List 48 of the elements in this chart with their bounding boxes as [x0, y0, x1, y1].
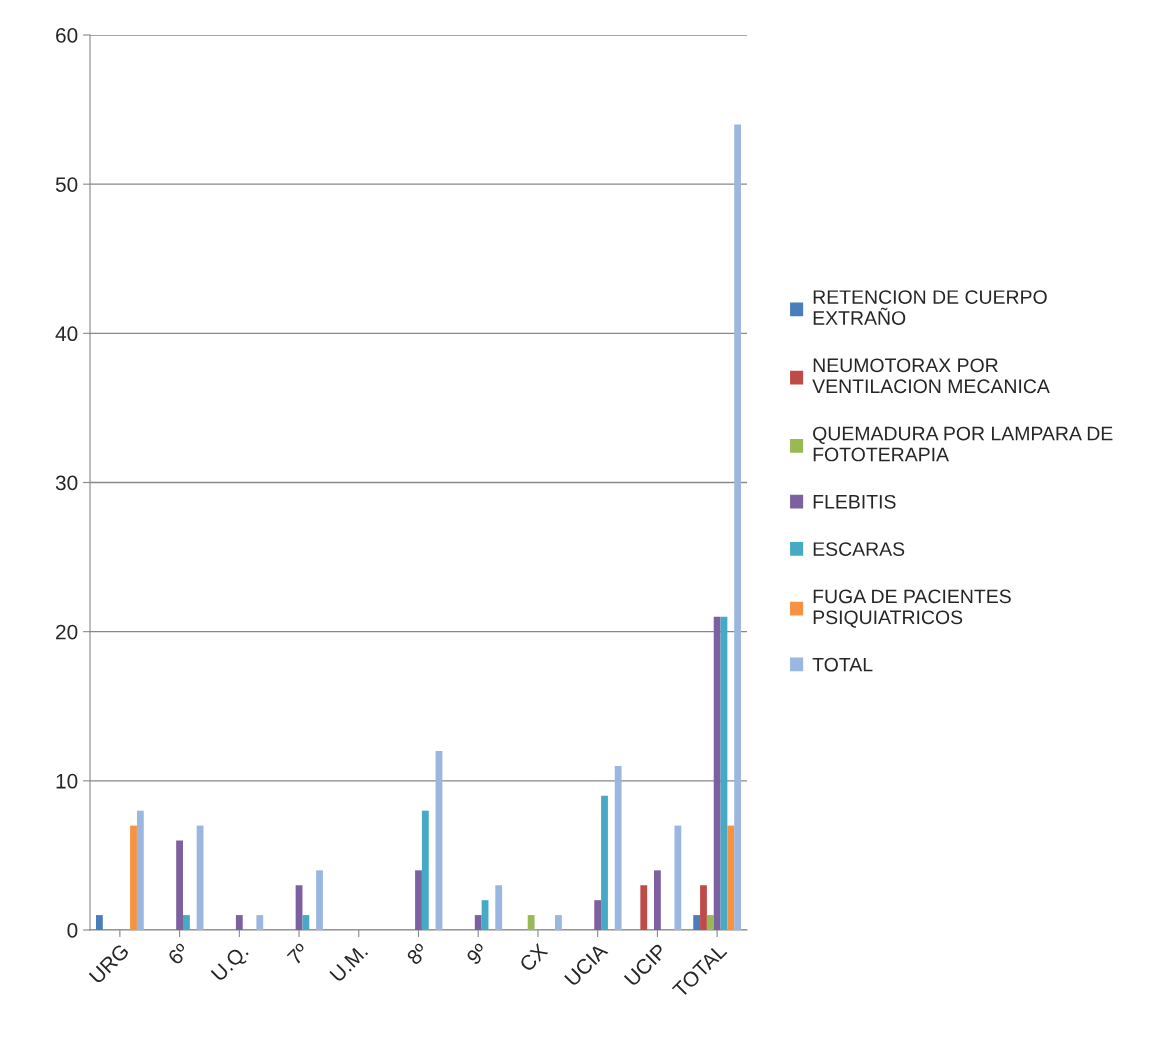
- bar: [527, 915, 535, 930]
- bar: [183, 915, 190, 930]
- bar: [700, 885, 707, 930]
- bar: [614, 765, 622, 930]
- bar: [256, 915, 264, 930]
- legend-label: TOTAL: [812, 657, 873, 672]
- x-tick-label: 7º: [286, 942, 310, 966]
- y-tick-label: 50: [55, 177, 78, 192]
- x-tick-label: 6º: [167, 942, 191, 966]
- legend-label: QUEMADURA POR LAMPARA DE FOTOTERAPIA: [813, 426, 1113, 462]
- bar: [727, 825, 735, 930]
- y-tick-label: 60: [56, 28, 78, 43]
- legend-label: ESCARAS: [813, 542, 905, 556]
- bar: [95, 915, 103, 930]
- bar: [316, 870, 323, 930]
- y-tick-label: 10: [56, 773, 78, 789]
- bar: [130, 825, 137, 930]
- bar: [555, 915, 562, 930]
- x-tick-label: 8º: [405, 942, 430, 966]
- bar: [640, 885, 648, 930]
- bar: [706, 915, 714, 930]
- bar: [654, 870, 661, 930]
- bar: [474, 915, 482, 930]
- bar: [495, 885, 503, 930]
- bar: [302, 915, 310, 930]
- bar: [421, 810, 429, 930]
- y-tick-label: 40: [55, 326, 78, 342]
- bar: [594, 900, 602, 930]
- bar: [674, 825, 682, 930]
- bar: [415, 870, 422, 930]
- legend-label: RETENCION DE CUERPO EXTRAÑO: [813, 290, 1047, 325]
- bar: [734, 124, 742, 930]
- x-tick-label: U.Q.: [210, 943, 252, 985]
- legend-label: NEUMOTORAX POR VENTILACION MECANICA: [812, 358, 1050, 394]
- bar: [235, 915, 243, 930]
- y-tick-label: 30: [55, 475, 78, 491]
- y-tick-label: 0: [67, 923, 78, 938]
- legend-label: FUGA DE PACIENTES PSIQUIATRICOS: [813, 589, 1011, 628]
- bar: [601, 795, 608, 930]
- legend-label: FLEBITIS: [813, 494, 896, 509]
- bar: [176, 840, 183, 930]
- x-tick-label: U.M.: [329, 943, 369, 983]
- bar: [136, 810, 144, 930]
- x-tick-label: CX: [518, 942, 549, 973]
- bar: [713, 616, 721, 930]
- bar: [693, 915, 701, 930]
- x-tick-label: 9º: [465, 942, 489, 966]
- y-tick-label: 20: [56, 624, 78, 640]
